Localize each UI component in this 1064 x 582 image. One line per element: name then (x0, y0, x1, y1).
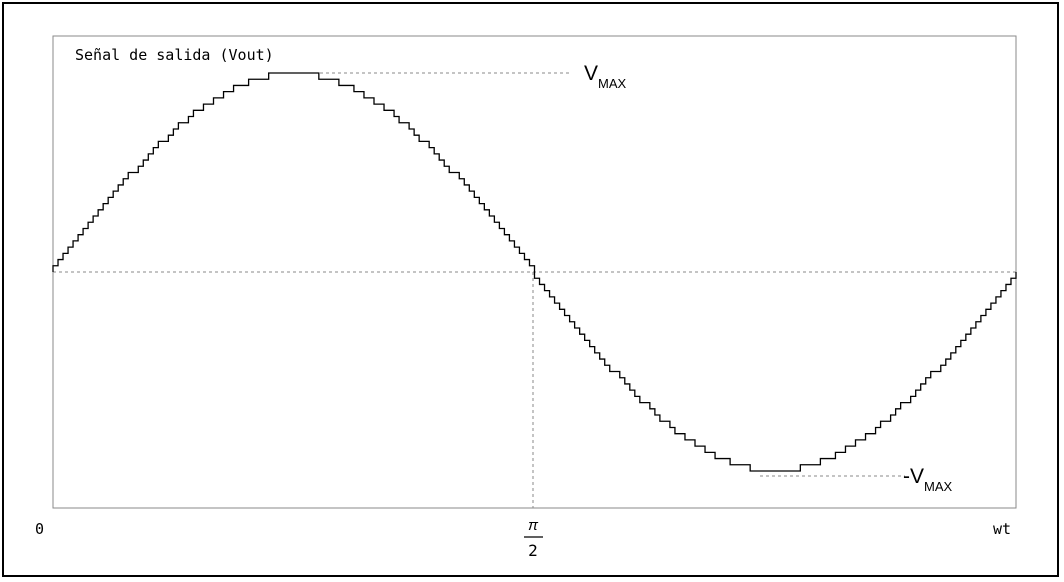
x-axis-label: wt (993, 520, 1011, 538)
vmin-label-sub: MAX (924, 479, 953, 494)
signal-series-line (52, 72, 1017, 472)
vmax-label-base: V (584, 62, 598, 85)
vmin-label: -VMAX (903, 465, 953, 494)
vmax-label: VMAX (584, 62, 627, 91)
chart-title: Señal de salida (Vout) (75, 46, 274, 64)
vmin-label-base: -V (903, 465, 924, 488)
vmax-label-sub: MAX (598, 76, 627, 91)
x-tick-label-mid-denominator: 2 (528, 541, 538, 560)
x-tick-label-mid-numerator: π (528, 517, 539, 534)
x-tick-label-start: 0 (35, 520, 44, 538)
